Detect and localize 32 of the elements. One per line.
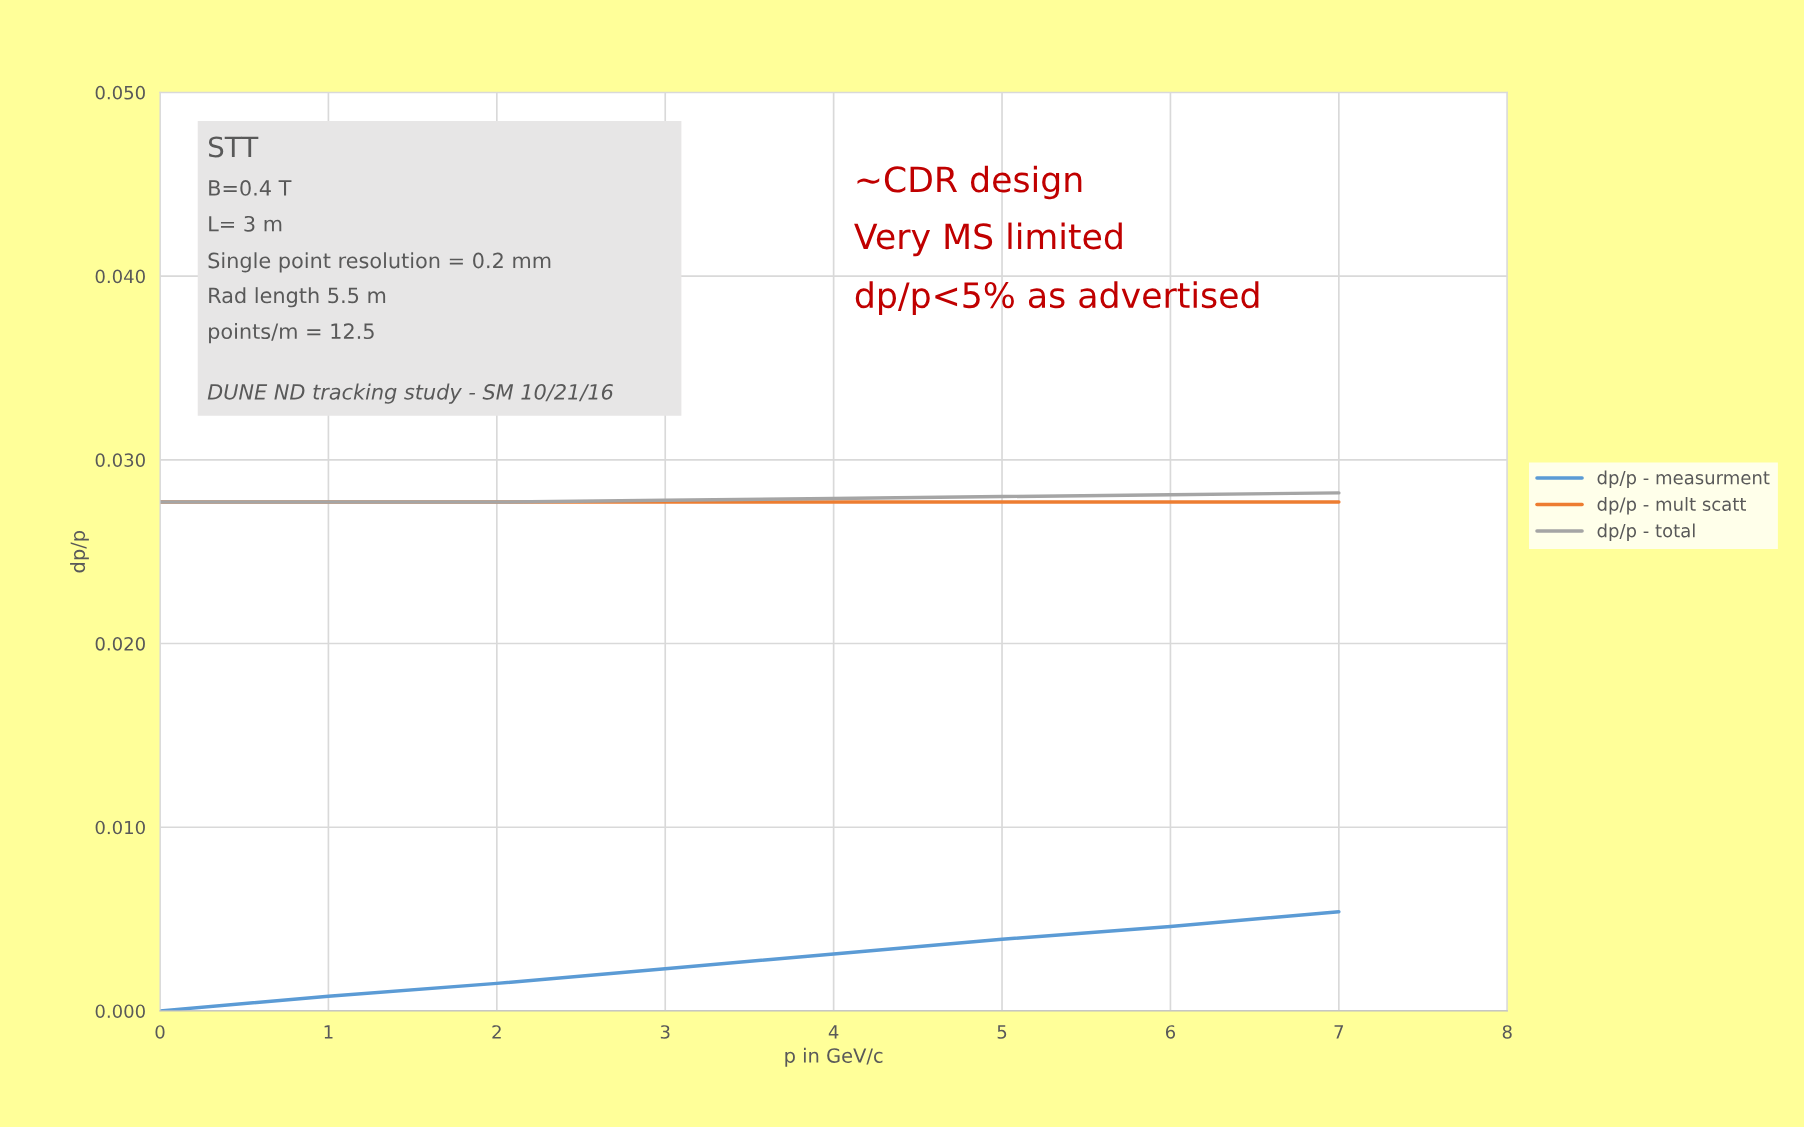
annotation: Single point resolution = 0.2 mm	[208, 252, 551, 273]
x-tick-label: 6	[1165, 1025, 1176, 1039]
x-tick-label: 0	[155, 1025, 165, 1039]
annotation: L= 3 m	[209, 215, 282, 232]
legend-label: dp/p - measurment	[1597, 470, 1770, 488]
annotation: Very MS limited	[854, 222, 1122, 257]
y-axis-title: dp/p	[70, 530, 89, 573]
y-tick-label: 0.030	[95, 453, 145, 467]
y-tick-label: 0.000	[95, 1004, 145, 1019]
annotation: B=0.4 T	[209, 180, 292, 196]
annotation: STT	[209, 136, 259, 158]
x-tick-label: 2	[492, 1025, 501, 1039]
x-tick-label: 7	[1334, 1025, 1344, 1039]
line-series	[160, 491, 1341, 504]
y-tick-label: 0.050	[95, 85, 145, 100]
line-series	[160, 909, 1341, 1011]
legend-label: dp/p - mult scatt	[1597, 497, 1746, 515]
x-tick-label: 5	[997, 1025, 1007, 1039]
y-tick-label: 0.010	[95, 820, 145, 835]
annotation: Rad length 5.5 m	[209, 287, 386, 308]
x-axis-title: p in GeV/c	[785, 1047, 883, 1067]
x-tick-label: 4	[828, 1025, 839, 1039]
legend-label: dp/p - total	[1597, 523, 1695, 541]
x-tick-label: 1	[324, 1025, 333, 1039]
annotation: DUNE ND tracking study - SM 10/21/16	[207, 383, 613, 404]
x-tick-label: 3	[660, 1025, 670, 1039]
annotation: dp/p<5% as advertised	[855, 281, 1259, 315]
y-tick-label: 0.040	[95, 269, 145, 284]
y-tick-label: 0.020	[95, 636, 145, 651]
x-tick-label: 8	[1502, 1025, 1512, 1039]
annotation: points/m = 12.5	[209, 322, 374, 344]
annotation: ~CDR design	[857, 165, 1082, 200]
